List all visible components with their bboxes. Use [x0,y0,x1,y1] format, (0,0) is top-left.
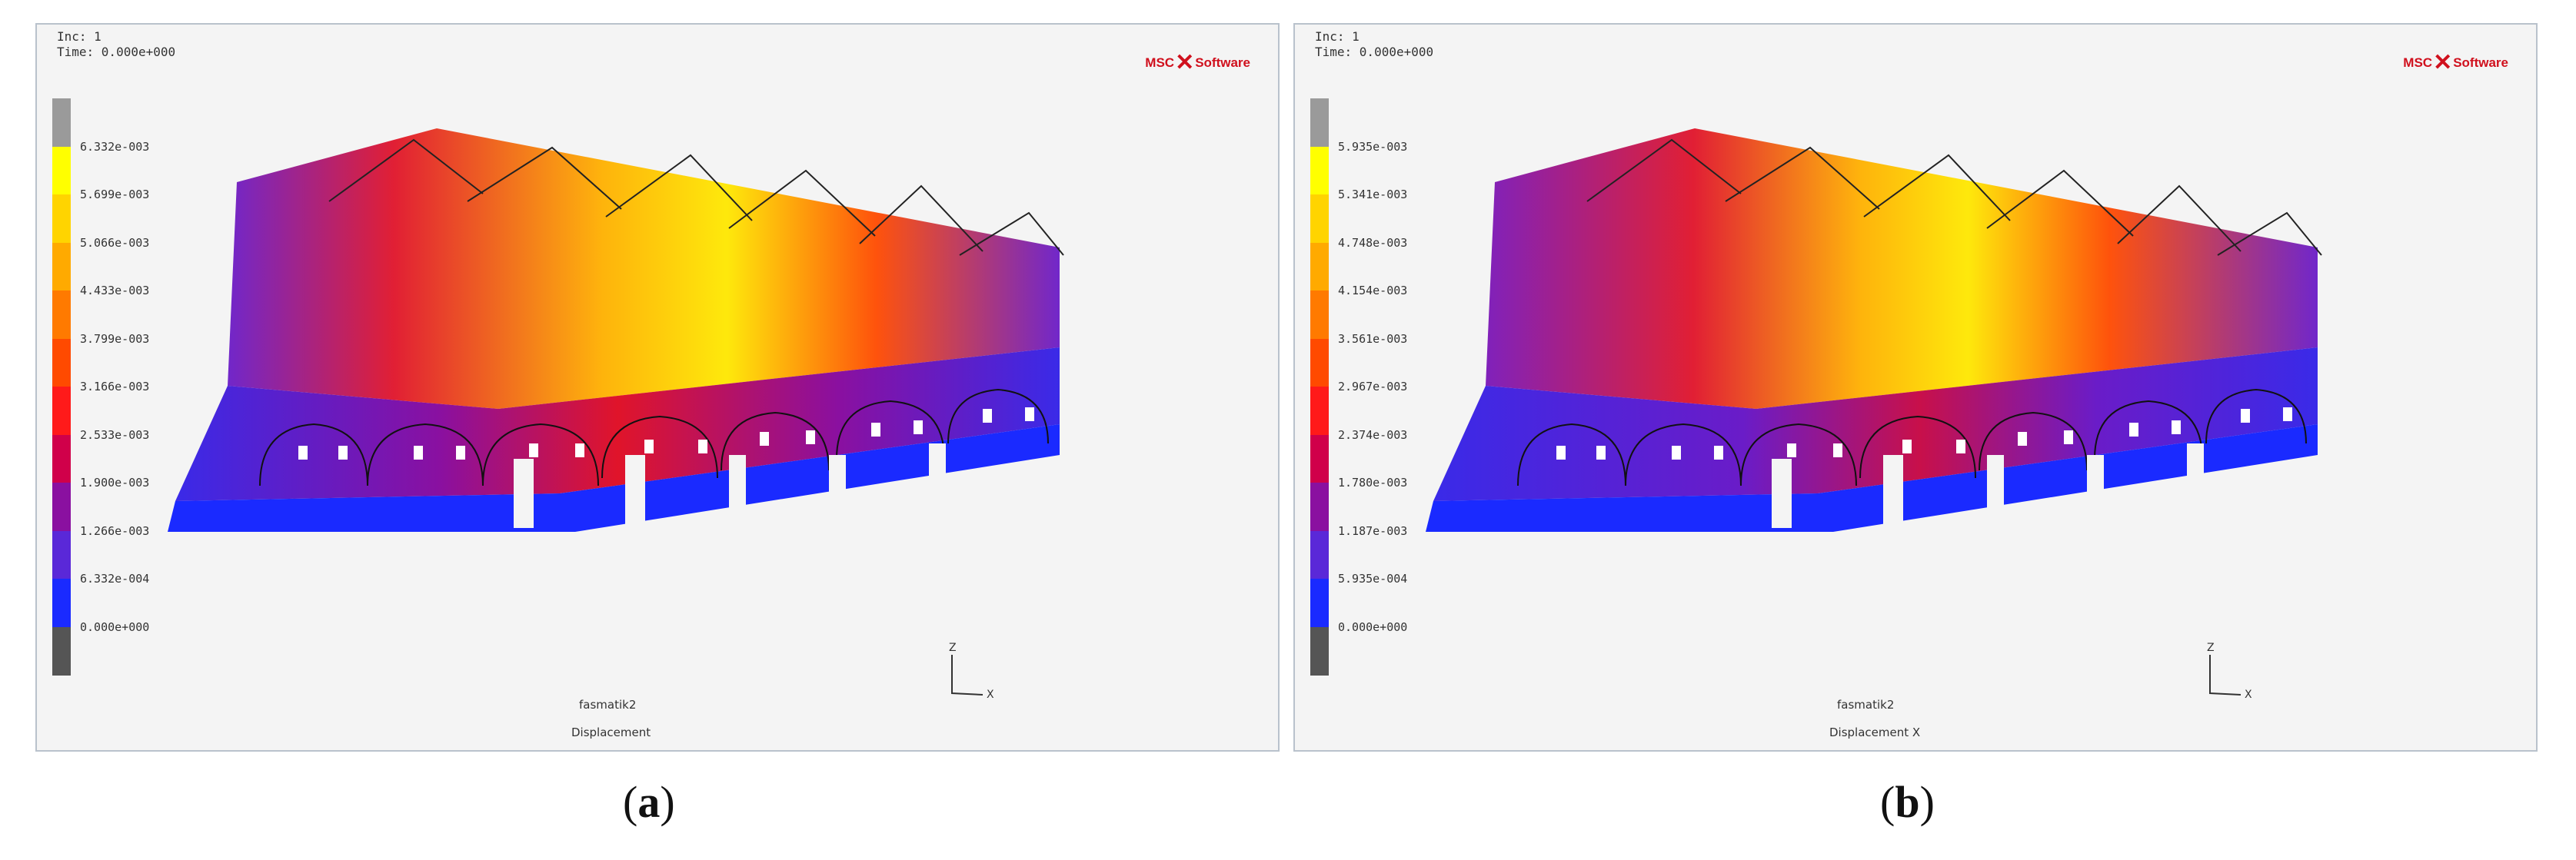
time-label: Time: 0.000e+000 [57,45,176,59]
legend-tick-label: 0.000e+000 [1338,619,1408,634]
legend-tick-label: 5.935e-004 [1338,572,1408,586]
structure-contour-plot: Z X [1426,128,2322,701]
legend-swatch [52,338,71,387]
window-openings [298,407,1034,460]
logo-text-right: Software [2453,55,2508,70]
legend-tick-label: 5.066e-003 [80,235,150,250]
color-legend-bar [1310,98,1329,676]
result-viewport-b[interactable]: Inc: 1 Time: 0.000e+000 MSC ✕ Software 5… [1293,23,2538,752]
legend-swatch [1310,146,1329,195]
logo-x-icon: ✕ [2433,50,2453,75]
roof-surface [228,128,1060,409]
legend-swatch [52,291,71,340]
svg-text:Z: Z [949,642,957,654]
svg-text:X: X [2245,689,2252,701]
axis-triad-icon: Z X [949,642,994,701]
legend-swatch [52,387,71,436]
legend-swatch [1310,98,1329,148]
legend-tick-label: 1.780e-003 [1338,476,1408,490]
logo-text-left: MSC [2403,55,2433,70]
msc-software-logo: MSC ✕ Software [1145,51,1250,75]
legend-swatch [52,194,71,244]
model-name: fasmatik2 [579,698,637,712]
color-legend-bar [52,98,71,676]
legend-tick-label: 3.561e-003 [1338,331,1408,346]
legend-swatch [1310,579,1329,628]
increment-label: Inc: 1 [1315,29,1360,44]
caption-b: (b) [1880,777,1935,827]
legend-swatch [1310,626,1329,676]
legend-swatch [1310,530,1329,579]
legend-tick-label: 2.967e-003 [1338,380,1408,393]
legend-swatch [1310,291,1329,340]
front-facade [175,347,1060,501]
roof-surface [1486,128,2318,409]
arch-outlines [259,388,1049,486]
legend-tick-label: 6.332e-004 [80,572,150,586]
front-facade [1433,347,2318,501]
svg-text:X: X [987,689,994,701]
legend-tick-label: 5.341e-003 [1338,188,1408,201]
legend-tick-label: 1.266e-003 [80,523,150,538]
legend-swatch [1310,483,1329,532]
legend-swatch [52,530,71,579]
base-band [168,424,1060,532]
door-openings [514,443,946,528]
legend-swatch [52,483,71,532]
legend-swatch [1310,387,1329,436]
logo-x-icon: ✕ [1175,50,1195,75]
legend-swatch [52,98,71,148]
legend-swatch [52,626,71,676]
logo-text-right: Software [1195,55,1250,70]
svg-text:Z: Z [2207,642,2215,654]
legend-tick-label: 4.154e-003 [1338,284,1408,297]
legend-tick-label: 1.187e-003 [1338,523,1408,538]
legend-swatch [52,434,71,483]
axis-triad-icon: Z X [2207,642,2252,701]
legend-swatch [1310,242,1329,291]
result-quantity: Displacement [571,726,651,739]
caption-a: (a) [623,777,675,827]
vault-ridges [1586,138,2322,256]
increment-label: Inc: 1 [57,29,102,44]
arch-outlines [1517,388,2307,486]
msc-software-logo: MSC ✕ Software [2403,51,2508,75]
vault-ridges [328,138,1064,256]
legend-tick-label: 3.166e-003 [80,380,150,393]
legend-swatch [52,579,71,628]
base-band [1426,424,2318,532]
legend-tick-label: 5.935e-003 [1338,139,1408,154]
logo-text-left: MSC [1145,55,1175,70]
structure-contour-plot: Z X [168,128,1064,701]
legend-tick-label: 3.799e-003 [80,331,150,346]
window-openings [1556,407,2292,460]
result-viewport-a[interactable]: Inc: 1 Time: 0.000e+000 MSC ✕ Software 6… [35,23,1280,752]
legend-tick-label: 1.900e-003 [80,476,150,490]
model-name: fasmatik2 [1837,698,1895,712]
legend-tick-label: 2.374e-003 [1338,427,1408,442]
legend-swatch [1310,338,1329,387]
legend-tick-label: 5.699e-003 [80,188,150,201]
legend-tick-label: 4.748e-003 [1338,235,1408,250]
legend-swatch [1310,194,1329,244]
legend-tick-label: 6.332e-003 [80,139,150,154]
legend-tick-label: 0.000e+000 [80,619,150,634]
result-quantity: Displacement X [1829,726,1921,739]
legend-tick-label: 2.533e-003 [80,427,150,442]
time-label: Time: 0.000e+000 [1315,45,1434,59]
door-openings [1772,443,2204,528]
legend-swatch [52,146,71,195]
legend-swatch [52,242,71,291]
legend-tick-label: 4.433e-003 [80,284,150,297]
legend-swatch [1310,434,1329,483]
